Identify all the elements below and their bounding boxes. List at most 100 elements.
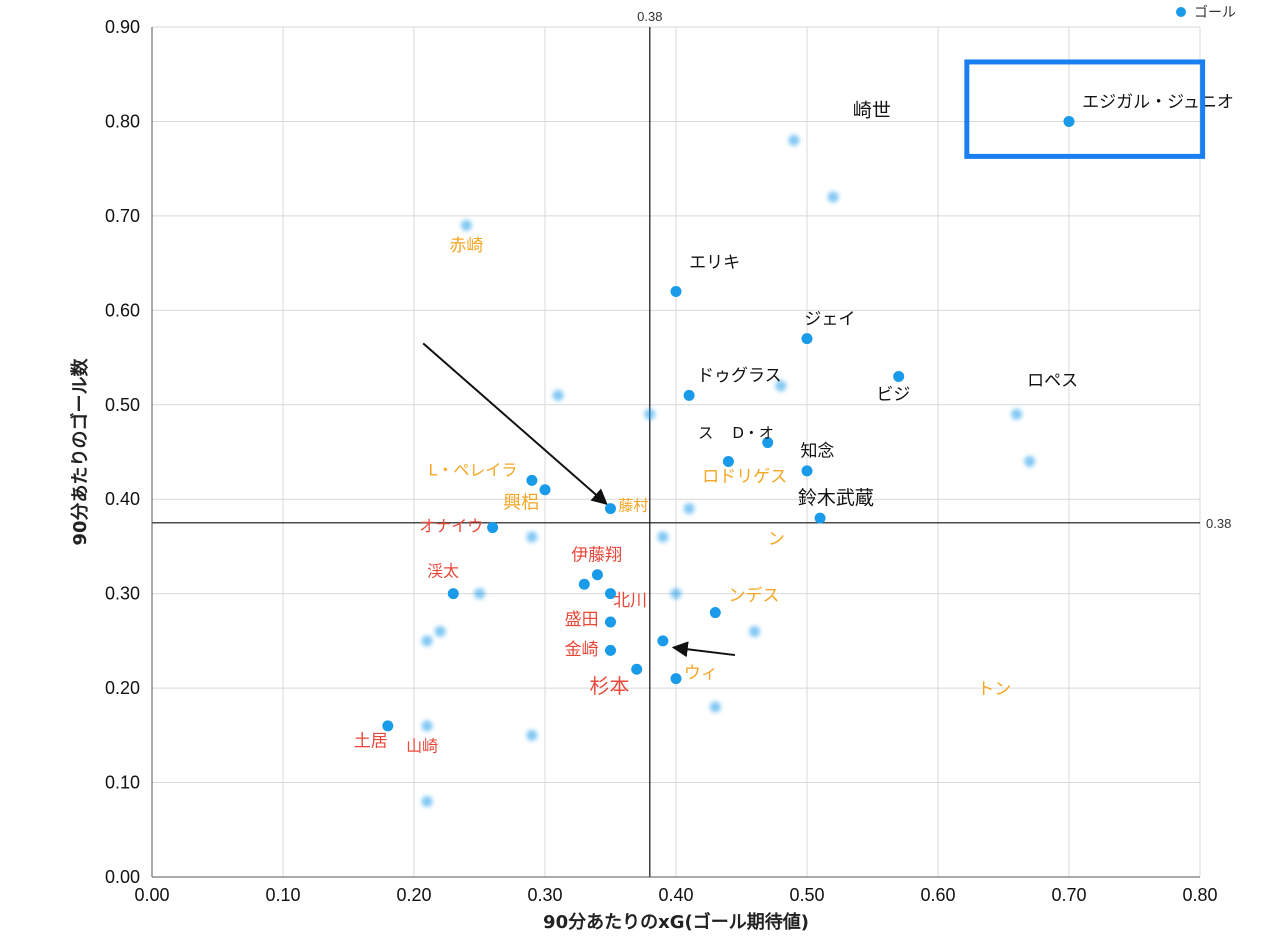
point-label: 盛田 (565, 610, 599, 630)
annotation-arrow (671, 641, 736, 658)
y-tick-label: 0.40 (105, 489, 140, 509)
data-point (1063, 115, 1075, 127)
data-point (552, 389, 564, 401)
data-point (709, 607, 721, 619)
player-label: 興梠 (503, 493, 539, 514)
point-label: ウィ (684, 664, 718, 684)
data-point (487, 522, 499, 534)
highlight-box (964, 59, 1206, 159)
data-point (605, 644, 616, 656)
x-tick-label: 0.00 (134, 885, 169, 905)
legend-label: ゴール (1194, 4, 1236, 21)
point-label: 金崎 (565, 640, 599, 660)
x-reference-label: 0.38 (637, 9, 662, 24)
player-label: 渓太 (427, 562, 459, 581)
data-point (382, 720, 394, 732)
data-point (526, 531, 538, 543)
data-point (683, 503, 695, 515)
data-point (709, 701, 721, 713)
point-label: 伊藤翔 (571, 546, 622, 566)
player-label: D・オ (732, 424, 774, 442)
y-tick-label: 0.80 (105, 111, 140, 131)
data-point (578, 578, 590, 590)
data-point (421, 635, 433, 647)
point-label: 北川 (613, 591, 647, 611)
annotation-arrows (422, 342, 736, 658)
data-point (605, 588, 616, 600)
player-label: 赤崎 (449, 236, 483, 256)
data-point (657, 635, 669, 647)
x-tick-label: 0.60 (920, 885, 955, 905)
data-point (670, 588, 682, 600)
data-point (827, 191, 839, 203)
data-point (460, 219, 472, 231)
y-tick-label: 0.00 (105, 867, 140, 887)
y-tick-label: 0.20 (105, 678, 140, 698)
x-tick-label: 0.50 (789, 885, 824, 905)
player-label: トン (977, 680, 1011, 700)
y-tick-label: 0.70 (105, 206, 140, 226)
player-label: ス (698, 424, 713, 442)
data-point (539, 484, 551, 496)
data-point (670, 285, 682, 297)
x-tick-label: 0.30 (527, 885, 562, 905)
player-label: ン (768, 530, 785, 550)
data-point (670, 673, 682, 685)
x-tick-label: 0.10 (265, 885, 300, 905)
y-reference-label: 0.38 (1206, 516, 1231, 531)
player-label: 藤村 (618, 497, 648, 515)
data-point (722, 455, 734, 467)
point-label: エジガル・ジュニオ (1082, 92, 1234, 112)
point-label: ドゥグラス (697, 366, 782, 386)
point-label: ジェイ (804, 310, 855, 330)
player-label: オナイウ (419, 516, 483, 535)
y-tick-label: 0.50 (105, 395, 140, 415)
data-point (801, 465, 813, 477)
y-tick-label: 0.90 (105, 17, 140, 37)
y-tick-label: 0.10 (105, 773, 140, 793)
player-label: 山崎 (406, 736, 438, 755)
data-point (788, 134, 800, 146)
y-tick-label: 0.30 (105, 584, 140, 604)
x-tick-label: 0.80 (1182, 885, 1217, 905)
data-point (447, 588, 459, 600)
data-point (526, 474, 538, 486)
data-point (1011, 408, 1023, 420)
data-point (775, 380, 787, 392)
player-label: 知念 (800, 441, 834, 462)
x-axis-title: 90分あたりのxG(ゴール期待値) (543, 911, 809, 933)
data-point (421, 720, 433, 732)
y-tick-label: 0.60 (105, 300, 140, 320)
player-label: 崎世 (853, 100, 891, 122)
player-label: L・ペレイラ (428, 461, 517, 480)
data-point (893, 370, 905, 382)
x-tick-label: 0.70 (1051, 885, 1086, 905)
data-point (657, 531, 669, 543)
highlight-rectangle (964, 59, 1206, 159)
reference-lines: 0.38 0.38 (152, 9, 1231, 877)
data-point (1024, 455, 1036, 467)
data-point (605, 503, 616, 515)
axes: 0.00 0.10 0.20 0.30 0.40 0.50 0.60 0.70 0.80 0.00… (69, 17, 1218, 933)
legend-marker (1176, 7, 1186, 17)
data-point (631, 663, 643, 675)
player-label: 鈴木武蔵 (798, 487, 874, 509)
data-point (474, 588, 485, 600)
data-point (762, 437, 774, 449)
data-point (591, 569, 603, 581)
data-point (749, 625, 761, 637)
player-label: ロドリゲス (702, 467, 787, 487)
point-label: 土居 (354, 732, 388, 752)
x-tick-label: 0.20 (396, 885, 431, 905)
player-label: ロペス (1027, 371, 1078, 391)
data-points (382, 115, 1075, 807)
annotation-arrow (422, 342, 608, 505)
point-label: エリキ (689, 253, 740, 273)
data-point (526, 729, 538, 741)
data-point (683, 389, 695, 401)
data-point (605, 616, 616, 628)
x-tick-label: 0.40 (658, 885, 693, 905)
data-point (814, 512, 826, 524)
